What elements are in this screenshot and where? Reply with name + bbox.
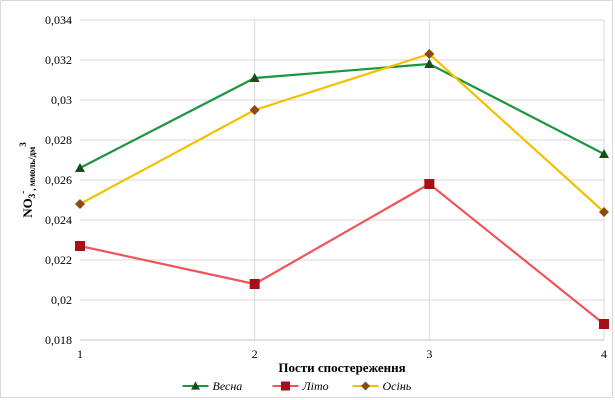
series-line [79,182,605,325]
data-point-diamond [424,49,435,59]
series-square [75,179,609,329]
x-tick-labels: 1 2 3 4 [77,347,607,361]
data-point-triangle [75,163,85,172]
x-axis-title: Пости спостереження [278,360,405,375]
x-tick-label: 2 [252,347,258,361]
y-tick-label: 0,02 [51,293,72,307]
data-point-square [599,319,609,329]
series-line [79,52,605,213]
series-triangle [75,59,609,172]
data-point-square [424,179,435,189]
legend-marker-diamond [361,381,370,391]
series-diamond [75,49,609,217]
y-tick-label: 0,024 [45,213,72,227]
legend-item: Літо [272,379,329,393]
legend-label: Осінь [383,379,412,393]
legend-label: Весна [213,379,243,393]
data-point-triangle [599,149,609,158]
y-tick-label: 0,026 [45,173,72,187]
x-tick-label: 1 [77,347,83,361]
legend: Весна Літо Осінь [182,379,412,393]
x-tick-label: 3 [426,347,432,361]
series [75,49,609,329]
legend-item: Весна [182,379,243,393]
series-line [79,62,605,169]
y-tick-label: 0,022 [45,253,72,267]
data-point-square [75,241,85,251]
y-tick-label: 0,028 [45,133,72,147]
y-tick-label: 0,03 [51,93,72,107]
legend-marker-triangle [191,381,200,390]
y-tick-label: 0,034 [45,13,72,27]
data-point-triangle [249,73,260,82]
data-point-triangle [424,59,435,68]
data-point-diamond [75,199,85,209]
x-tick-label: 4 [601,347,607,361]
legend-marker-square [281,381,290,391]
y-tick-labels: 0,018 0,02 0,022 0,024 0,026 0,028 0,03 0,032 0,… [45,13,72,347]
data-point-diamond [599,207,609,217]
y-tick-label: 0,032 [45,53,72,67]
legend-item: Осінь [352,379,412,393]
data-point-square [249,279,260,289]
y-axis-title: NO3-, ммоль/дм3 [18,142,37,218]
legend-label: Літо [302,379,329,393]
grid [80,19,605,340]
y-tick-label: 0,018 [45,333,72,347]
data-point-diamond [249,105,260,115]
